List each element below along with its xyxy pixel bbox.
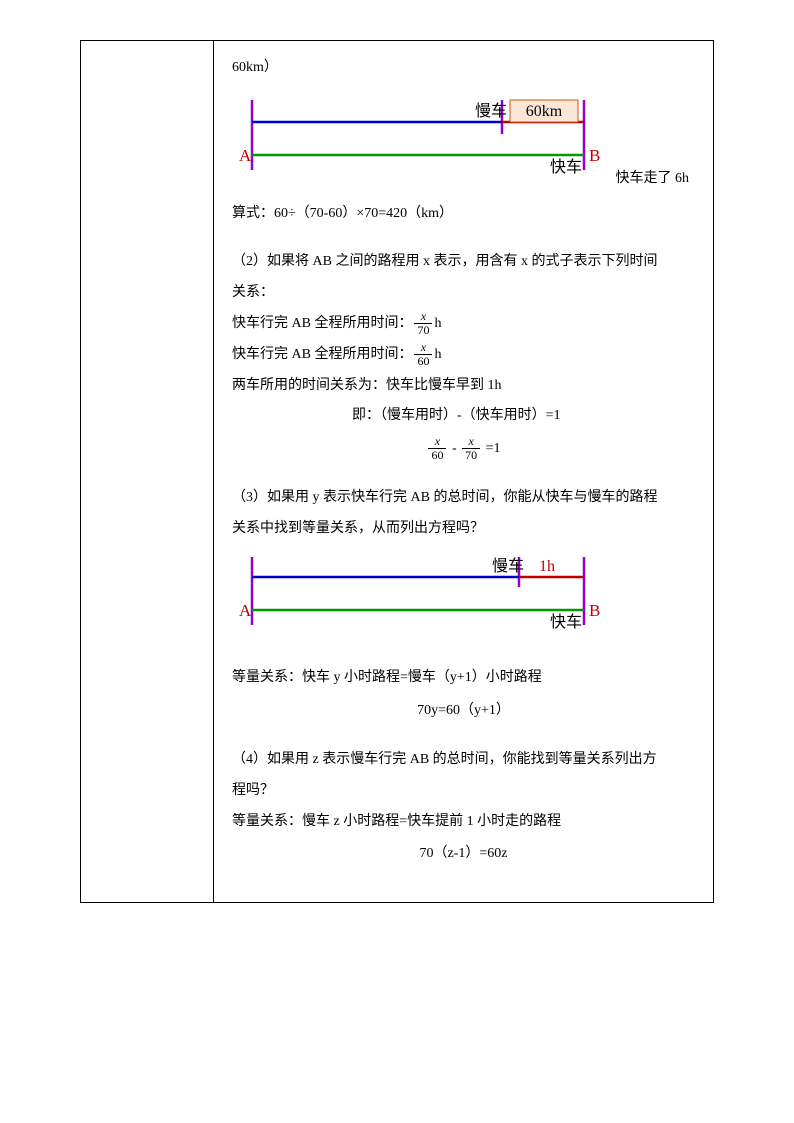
p2-relation: 两车所用的时间关系为：快车比慢车早到 1h <box>232 371 695 402</box>
left-column <box>81 41 214 903</box>
svg-text:A: A <box>239 146 252 165</box>
diagram-1: 60km 慢车 A B 快车 快车走了 6h <box>232 92 695 195</box>
p4-line1: （4）如果用 z 表示慢车行完 AB 的总时间，你能找到等量关系列出方 <box>232 745 695 776</box>
svg-text:60km: 60km <box>526 103 563 120</box>
line-60km: 60km） <box>232 53 695 84</box>
p2-line2: 关系： <box>232 278 695 309</box>
svg-text:慢车: 慢车 <box>475 102 507 120</box>
frac-x-60-b: x60 <box>428 435 446 462</box>
svg-text:B: B <box>589 601 600 620</box>
fast-6h-label: 快车走了 6h <box>616 164 690 195</box>
p2-line1: （2）如果将 AB 之间的路程用 x 表示，用含有 x 的式子表示下列时间 <box>232 247 695 278</box>
p3-eq: 70y=60（y+1） <box>232 696 695 727</box>
content-column: 60km） 60km 慢车 A B 快车 快车走了 6h <box>214 41 714 903</box>
p3-relation: 等量关系：快车 y 小时路程=慢车（y+1）小时路程 <box>232 663 695 694</box>
svg-text:B: B <box>589 146 600 165</box>
diagram-2: 慢车 1h A B 快车 <box>232 553 695 646</box>
p4-relation: 等量关系：慢车 z 小时路程=快车提前 1 小时走的路程 <box>232 807 695 838</box>
p4-line2: 程吗？ <box>232 776 695 807</box>
p3-line1: （3）如果用 y 表示快车行完 AB 的总时间，你能从快车与慢车的路程 <box>232 483 695 514</box>
calc-line: 算式：60÷（70-60）×70=420（km） <box>232 199 695 230</box>
svg-text:A: A <box>239 601 252 620</box>
p2-eq-words: 即：（慢车用时）-（快车用时）=1 <box>232 401 695 432</box>
p2-slow-time: 快车行完 AB 全程所用时间：x60h <box>232 340 695 371</box>
p2-eq-frac: x60 - x70 =1 <box>232 434 695 465</box>
p4-eq: 70（z-1）=60z <box>232 839 695 870</box>
svg-text:快车: 快车 <box>550 158 582 176</box>
p2-fast-time: 快车行完 AB 全程所用时间：x70h <box>232 309 695 340</box>
layout-table: 60km） 60km 慢车 A B 快车 快车走了 6h <box>80 40 714 903</box>
svg-text:快车: 快车 <box>550 613 582 631</box>
frac-x-60: x60 <box>414 341 432 368</box>
unit-h-1: h <box>434 316 441 331</box>
svg-text:1h: 1h <box>539 558 555 575</box>
frac-x-70: x70 <box>414 310 432 337</box>
p2-slow-prefix: 快车行完 AB 全程所用时间： <box>232 347 412 362</box>
svg-text:慢车: 慢车 <box>492 557 524 575</box>
frac-x-70-b: x70 <box>462 435 480 462</box>
p3-line2: 关系中找到等量关系，从而列出方程吗？ <box>232 514 695 545</box>
unit-h-2: h <box>434 347 441 362</box>
p2-fast-prefix: 快车行完 AB 全程所用时间： <box>232 316 412 331</box>
